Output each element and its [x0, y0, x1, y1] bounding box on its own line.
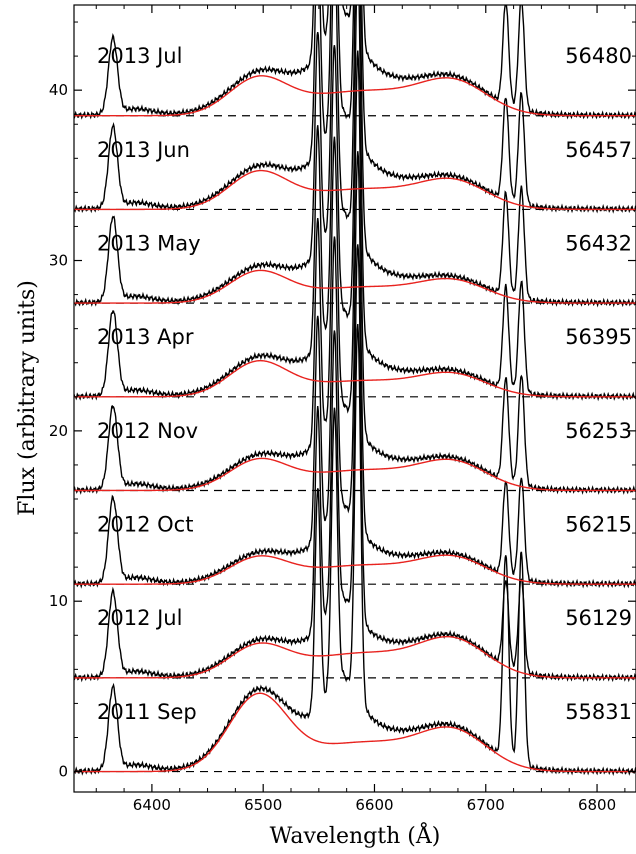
axis-tick-labels: 6400 6500 6600 6700 6800 0 10 20 30 40: [49, 81, 616, 814]
x-axis-title: Wavelength (Å): [270, 821, 441, 849]
y-tick-label: 10: [49, 592, 68, 610]
y-tick-label: 30: [49, 252, 68, 270]
axis-ticks: [74, 5, 636, 792]
epoch-label-5: 2013 May: [97, 231, 201, 255]
x-tick-label: 6500: [244, 796, 282, 814]
x-tick-label: 6700: [467, 796, 505, 814]
model-fit-5: [74, 269, 636, 304]
epoch-annotations: 2011 Sep 55831 2012 Jul 56129 2012 Oct 56215 2…: [97, 44, 632, 724]
model-fit-3: [74, 457, 636, 492]
epoch-label-3: 2012 Nov: [97, 419, 198, 443]
y-axis-title: Flux (arbitrary units): [15, 280, 40, 516]
mjd-label-2: 56215: [565, 513, 632, 537]
model-fit-1: [74, 635, 636, 679]
observed-spectrum-5: [74, 5, 636, 308]
epoch-label-0: 2011 Sep: [97, 700, 197, 724]
observed-spectrum-6: [74, 5, 636, 214]
plot-frame: [73, 4, 636, 793]
epoch-label-2: 2012 Oct: [97, 513, 193, 537]
epoch-label-7: 2013 Jul: [97, 44, 182, 68]
model-fit-6: [74, 169, 636, 211]
mjd-label-0: 55831: [565, 700, 632, 724]
epoch-label-1: 2012 Jul: [97, 606, 182, 630]
mjd-label-4: 56395: [565, 325, 632, 349]
observed-spectrum-3: [74, 50, 636, 495]
epoch-label-6: 2013 Jun: [97, 138, 190, 162]
x-tick-label: 6400: [133, 796, 171, 814]
plot-area: [74, 5, 636, 777]
x-tick-label: 6800: [578, 796, 616, 814]
epoch-label-4: 2013 Apr: [97, 325, 194, 349]
mjd-label-7: 56480: [565, 44, 632, 68]
y-tick-label: 20: [49, 422, 68, 440]
mjd-label-6: 56457: [565, 138, 632, 162]
model-fit-2: [74, 554, 636, 585]
observed-spectrum-0: [74, 324, 636, 777]
x-tick-label: 6600: [355, 796, 393, 814]
mjd-label-5: 56432: [565, 231, 632, 255]
mjd-label-1: 56129: [565, 606, 632, 630]
observed-spectrum-4: [74, 5, 636, 402]
y-tick-label: 0: [58, 763, 68, 781]
mjd-label-3: 56253: [565, 419, 632, 443]
model-fit-7: [74, 75, 636, 117]
model-fit-0: [74, 692, 636, 773]
model-fit-4: [74, 360, 636, 398]
y-tick-label: 40: [49, 81, 68, 99]
